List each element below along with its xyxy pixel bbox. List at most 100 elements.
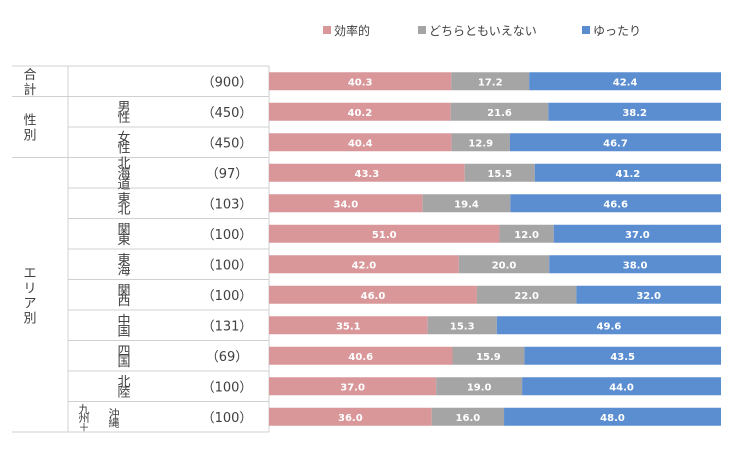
bar-value-11-3: 44.0 [609, 382, 634, 393]
row-label-3: 女性 [117, 130, 130, 157]
bar-11-1 [269, 377, 437, 396]
group-label-1: 合計 [23, 68, 36, 98]
row-n-11: （100） [202, 380, 253, 395]
bar-3-3 [509, 133, 721, 152]
bar-5-2 [422, 194, 511, 213]
bar-5-3 [510, 194, 721, 213]
bar-value-10-1: 40.6 [348, 352, 373, 363]
bar-11-3 [522, 377, 721, 396]
row-label-7: 東海 [117, 252, 130, 279]
bar-value-1-2: 17.2 [478, 77, 503, 88]
legend-swatch-1 [323, 26, 331, 34]
row-label-9: 中国 [117, 314, 130, 340]
row-n-6: （100） [202, 228, 253, 243]
row-n-1: （900） [202, 75, 253, 90]
chart-legend: 効率的 どちらともいえない ゆったり [323, 23, 641, 38]
bar-value-8-1: 46.0 [361, 291, 386, 302]
bar-value-7-3: 38.0 [623, 260, 648, 271]
bar-6-2 [499, 224, 554, 243]
legend-swatch-3 [582, 26, 590, 34]
bar-value-3-1: 40.4 [348, 138, 373, 149]
bar-1-1 [269, 72, 452, 91]
bar-value-10-2: 15.9 [476, 352, 501, 363]
bar-12-2 [431, 407, 505, 426]
bars-area: 40.3 17.2 42.4 40.2 21.6 38.2 40.4 12.9 46.7 43.3… [269, 72, 721, 426]
bar-6-3 [553, 224, 721, 243]
bar-value-12-3: 48.0 [600, 413, 625, 424]
bar-value-9-3: 49.6 [597, 321, 622, 332]
bar-value-3-3: 46.7 [603, 138, 628, 149]
bar-10-3 [524, 346, 721, 365]
bar-value-8-3: 32.0 [636, 291, 661, 302]
legend-swatch-2 [418, 26, 426, 34]
bar-2-3 [548, 102, 721, 121]
group-label-3: エリア別 [23, 266, 36, 326]
bar-value-2-1: 40.2 [348, 108, 373, 119]
row-label-11: 北陸 [117, 375, 130, 401]
row-n-2: （450） [202, 106, 253, 121]
bar-value-6-2: 12.0 [514, 230, 539, 241]
bar-11-2 [436, 377, 523, 396]
row-label-6: 関東 [117, 223, 130, 249]
row-label-5: 東北 [117, 191, 130, 218]
row-label-10: 四国 [117, 345, 130, 371]
bar-value-5-1: 34.0 [333, 199, 358, 210]
legend-label-3: ゆったり [593, 24, 641, 38]
bar-value-4-2: 15.5 [487, 169, 512, 180]
bar-7-1 [269, 255, 459, 274]
row-n-7: （100） [202, 258, 253, 273]
bar-9-3 [496, 316, 721, 335]
bar-value-3-2: 12.9 [468, 138, 493, 149]
bar-12-1 [269, 407, 432, 426]
bar-1-2 [451, 72, 530, 91]
row-label-4: 北海道 [117, 156, 130, 192]
bar-value-7-1: 42.0 [352, 260, 377, 271]
bar-3-2 [451, 133, 510, 152]
bar-4-3 [534, 163, 721, 182]
bar-1-3 [529, 72, 721, 91]
bar-4-1 [269, 163, 465, 182]
table-grid [12, 65, 270, 433]
bar-10-1 [269, 346, 453, 365]
bar-value-10-3: 43.5 [610, 352, 635, 363]
legend-label-2: どちらともいえない [429, 24, 537, 38]
bar-value-6-1: 51.0 [372, 230, 397, 241]
bar-value-2-2: 21.6 [487, 108, 512, 119]
bar-9-1 [269, 316, 428, 335]
bar-value-9-1: 35.1 [336, 321, 361, 332]
bar-value-11-2: 19.0 [467, 382, 492, 393]
bar-value-9-2: 15.3 [450, 321, 475, 332]
group-label-2: 性別 [23, 114, 36, 144]
row-n-5: （103） [202, 197, 253, 212]
bar-9-2 [427, 316, 497, 335]
bar-8-1 [269, 285, 477, 304]
bar-8-2 [476, 285, 577, 304]
row-n-9: （131） [202, 319, 253, 334]
bar-10-2 [452, 346, 525, 365]
legend-label-1: 効率的 [334, 23, 370, 38]
bar-value-5-3: 46.6 [603, 199, 628, 210]
bar-value-6-3: 37.0 [625, 230, 650, 241]
bar-12-3 [504, 407, 721, 426]
bar-value-1-3: 42.4 [613, 77, 638, 88]
bar-value-5-2: 19.4 [454, 199, 479, 210]
row-n-10: （69） [206, 350, 249, 365]
bar-7-2 [458, 255, 550, 274]
bar-value-12-2: 16.0 [456, 413, 481, 424]
bar-6-1 [269, 224, 500, 243]
bar-3-1 [269, 133, 452, 152]
bar-7-3 [549, 255, 721, 274]
bar-value-4-3: 41.2 [616, 169, 641, 180]
bar-8-3 [576, 285, 721, 304]
row-label-8: 関西 [117, 284, 130, 310]
bar-value-1-1: 40.3 [348, 77, 373, 88]
row-n-4: （97） [206, 167, 249, 182]
bar-2-2 [450, 102, 549, 121]
bar-value-8-2: 22.0 [514, 291, 539, 302]
row-n-8: （100） [202, 289, 253, 304]
row-n-3: （450） [202, 136, 253, 151]
bar-2-1 [269, 102, 451, 121]
bar-value-4-1: 43.3 [355, 169, 380, 180]
